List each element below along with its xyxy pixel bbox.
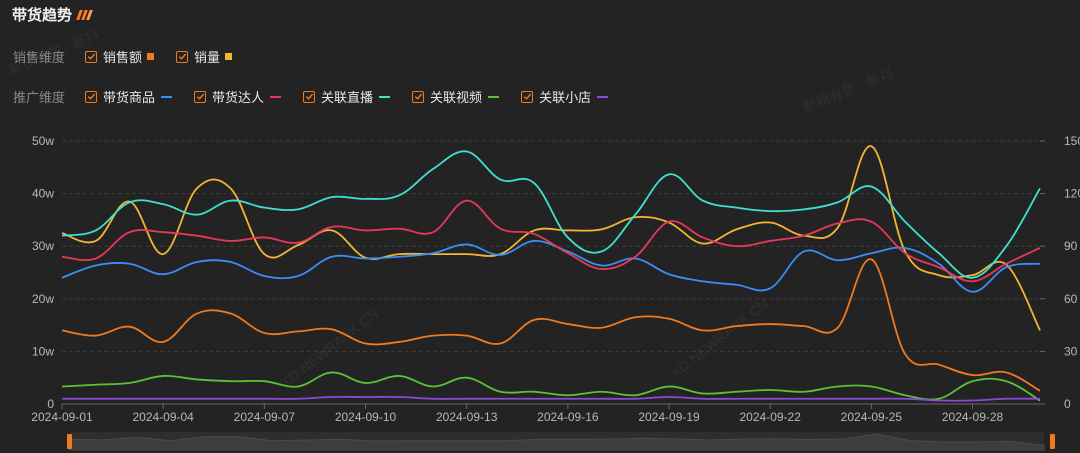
legend-swatch-icon (597, 95, 609, 98)
x-axis-tick-label: 2024-09-10 (335, 410, 397, 424)
x-axis-tick-label: 2024-09-16 (537, 410, 599, 424)
checkbox-checked-icon[interactable] (85, 50, 97, 63)
right-axis-tick-label: 0 (1064, 397, 1071, 411)
right-axis-tick-label: 60 (1064, 292, 1078, 306)
x-axis-tick-label: 2024-09-13 (436, 410, 498, 424)
x-axis-tick-label: 2024-09-19 (638, 410, 700, 424)
checkbox-checked-icon[interactable] (412, 90, 425, 103)
x-axis-tick-label: 2024-09-22 (740, 410, 802, 424)
series-line-5 (61, 371, 1041, 402)
promo-dimension-row: 推广维度 带货商品 带货达人 关联直播 关联视频 关联小店 (13, 87, 630, 106)
legend-label: 关联直播 (321, 90, 374, 105)
checkbox-checked-icon[interactable] (303, 90, 316, 103)
legend-item-shops[interactable]: 关联小店 (521, 87, 609, 106)
legend-item-influencers[interactable]: 带货达人 (194, 87, 282, 106)
series-line-6 (61, 395, 1041, 402)
left-axis-tick-label: 50w (32, 134, 54, 148)
legend-item-livestreams[interactable]: 关联直播 (303, 87, 391, 106)
legend-item-products[interactable]: 带货商品 (85, 87, 173, 106)
left-axis-tick-label: 10w (32, 344, 54, 358)
right-axis-tick-label: 30 (1064, 344, 1078, 358)
right-axis-ticks: 0 30 60 90 120 150 (1040, 134, 1080, 411)
legend-swatch-icon (225, 53, 233, 60)
legend-item-sales-volume[interactable]: 销量 (176, 47, 233, 66)
checkbox-checked-icon[interactable] (176, 50, 189, 63)
left-axis-tick-label: 20w (32, 292, 54, 306)
legend-label: 关联小店 (539, 90, 592, 105)
series-line-2 (61, 240, 1041, 293)
legend-swatch-icon (488, 95, 500, 98)
left-axis-tick-label: 40w (32, 187, 54, 201)
legend-swatch-icon (147, 53, 155, 60)
x-axis-tick-label: 2024-09-07 (234, 410, 296, 424)
zoom-handle-left-icon (67, 434, 72, 449)
series-line-3 (61, 199, 1041, 283)
left-axis-tick-label: 30w (32, 239, 54, 253)
right-axis-tick-label: 150 (1064, 134, 1080, 148)
x-axis-tick-label: 2024-09-04 (132, 410, 194, 424)
legend-swatch-icon (161, 95, 173, 98)
x-axis-tick-label: 2024-09-01 (31, 410, 93, 424)
zoom-handle-right-icon (1050, 434, 1055, 449)
legend-item-sales-amount[interactable]: 销售额 (85, 47, 155, 66)
series-line-0 (61, 258, 1041, 392)
checkbox-checked-icon[interactable] (194, 90, 207, 103)
right-axis-tick-label: 120 (1064, 187, 1080, 201)
legend-label: 销量 (194, 50, 221, 65)
legend-label: 关联视频 (430, 90, 483, 105)
series-lines (61, 145, 1041, 402)
left-axis-tick-label: 0 (47, 397, 54, 411)
chart-title: 带货趋势 (12, 4, 93, 25)
legend-swatch-icon (270, 95, 282, 98)
checkbox-checked-icon[interactable] (85, 90, 97, 103)
x-axis-ticks: 2024-09-01 2024-09-04 2024-09-07 2024-09-10… (31, 404, 1004, 424)
right-axis-tick-label: 90 (1064, 239, 1078, 253)
series-line-1 (61, 145, 1041, 331)
grid-lines (62, 140, 1040, 405)
sales-dimension-row: 销售维度 销售额 销量 (13, 47, 254, 66)
promo-dimension-label: 推广维度 (13, 90, 66, 105)
series-line-4 (61, 150, 1041, 279)
chart-title-text: 带货趋势 (12, 7, 73, 24)
legend-swatch-icon (379, 95, 391, 98)
legend-label: 带货达人 (212, 90, 265, 105)
legend-item-videos[interactable]: 关联视频 (412, 87, 500, 106)
legend-label: 带货商品 (103, 90, 156, 105)
sales-dimension-label: 销售维度 (13, 50, 66, 65)
zoom-preview-area (69, 433, 1045, 451)
x-axis-tick-label: 2024-09-25 (841, 410, 903, 424)
x-axis-tick-label: 2024-09-28 (942, 410, 1004, 424)
zoom-slider[interactable] (67, 432, 1055, 451)
checkbox-checked-icon[interactable] (521, 90, 534, 103)
legend-label: 销售额 (103, 50, 143, 65)
left-axis-ticks: 0 10w 20w 30w 40w 50w (32, 134, 54, 411)
